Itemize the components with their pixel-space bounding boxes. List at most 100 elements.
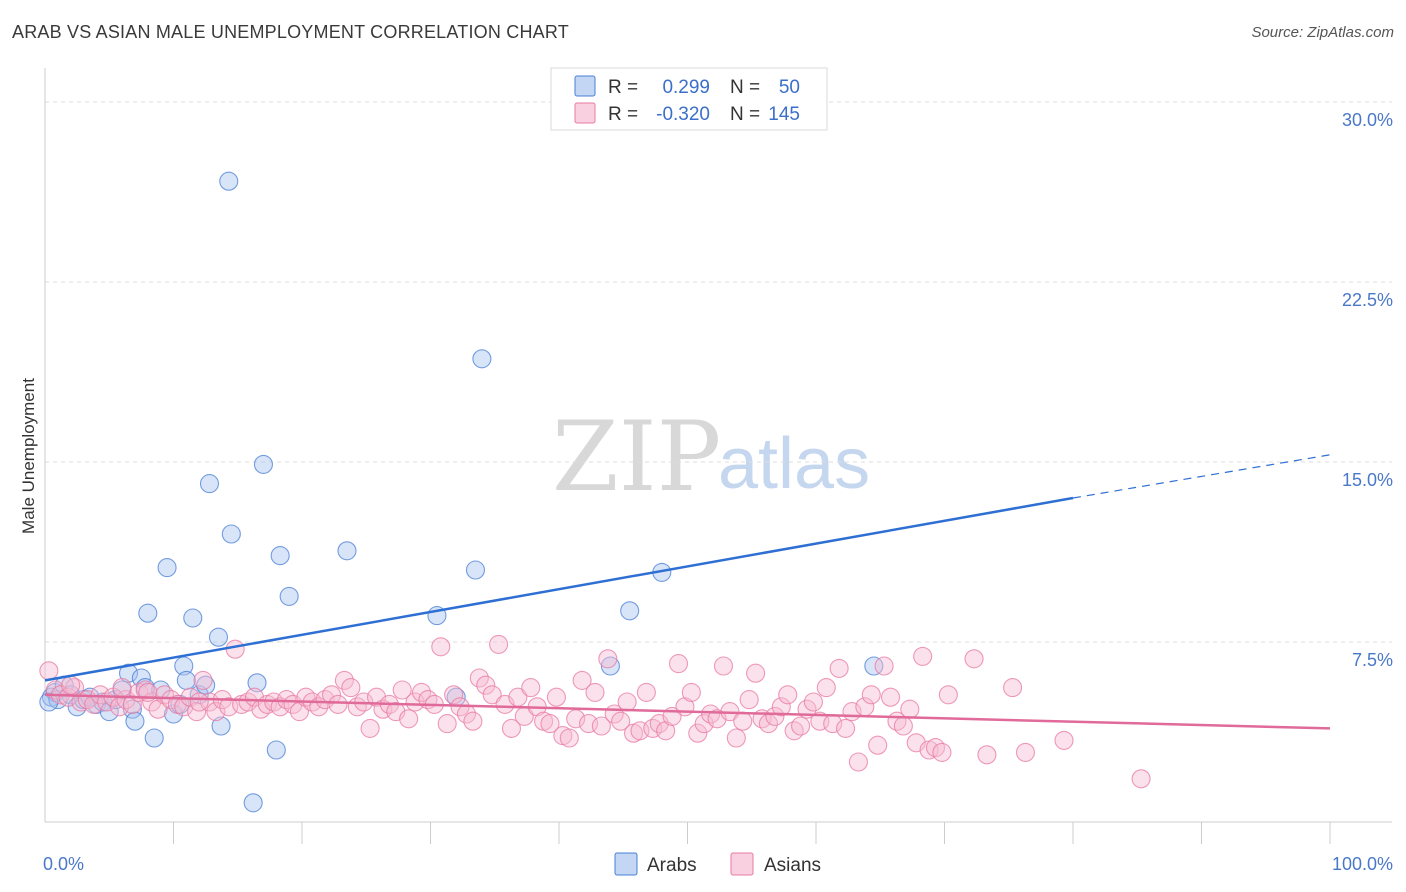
asian-point (726, 728, 746, 748)
asian-point (874, 656, 894, 676)
legend-r-value-asians: -0.320 (656, 104, 710, 125)
asian-point (880, 687, 901, 707)
arab-point (600, 656, 620, 676)
series-legend-swatch-asians (730, 852, 754, 876)
asian-point (791, 716, 811, 736)
asian-point (713, 656, 734, 676)
asian-point (463, 711, 483, 731)
series-asians-points (39, 634, 1151, 789)
gridlines (45, 101, 1392, 643)
trend-lines (44, 454, 1331, 730)
asian-point (411, 682, 432, 702)
asian-point (694, 714, 714, 734)
asian-point (900, 699, 920, 719)
series-legend-label-arabs: Arabs (647, 855, 697, 876)
asian-point (431, 637, 451, 657)
arab-point (337, 541, 357, 561)
legend-n-value-asians: 145 (768, 104, 800, 125)
asian-point (733, 711, 753, 731)
legend-n-label-arabs: N = (730, 77, 760, 98)
asian-point (392, 680, 412, 700)
arab-point (620, 601, 640, 621)
legend-r-label-arabs: R = (608, 77, 638, 98)
watermark-zip: ZIP (552, 401, 721, 513)
asian-point (122, 694, 142, 714)
asian-point (1003, 678, 1023, 698)
trend-line-asians (44, 693, 1331, 730)
asian-point (148, 699, 168, 719)
asian-point (1131, 769, 1151, 789)
axes (44, 68, 1392, 844)
y-tick-label: 30.0% (1342, 110, 1393, 130)
y-tick-label: 22.5% (1342, 290, 1393, 310)
arab-point (163, 704, 184, 724)
asian-point (225, 639, 245, 659)
asian-point (656, 721, 676, 741)
arab-point (208, 627, 229, 647)
asian-point (803, 692, 823, 712)
asian-point (61, 675, 81, 695)
correlation-legend: R = 0.299 N = 50 R = -0.320 N = 145 (550, 67, 828, 131)
arab-point (864, 656, 884, 676)
asian-point (193, 670, 213, 690)
y-tick-label: 15.0% (1342, 470, 1393, 490)
asian-point (591, 716, 611, 736)
series-legend-label-asians: Asians (764, 855, 821, 876)
legend-r-label-asians: R = (608, 104, 638, 125)
source-credit: Source: ZipAtlas.com (1251, 24, 1394, 41)
arab-point (266, 740, 286, 760)
asian-point (1054, 730, 1074, 750)
asian-point (829, 658, 849, 678)
asian-point (1015, 742, 1036, 762)
asian-point (913, 646, 933, 666)
arab-point (279, 586, 299, 606)
legend-box (550, 67, 828, 131)
y-tick-label: 7.5% (1352, 650, 1393, 670)
asian-point (469, 668, 489, 688)
arab-point (221, 524, 241, 544)
asian-point (585, 682, 605, 702)
asian-point (836, 718, 856, 738)
asian-point (765, 706, 785, 726)
arab-point (243, 793, 263, 813)
asian-point (617, 692, 637, 712)
asian-point (559, 728, 579, 748)
arab-point (118, 663, 139, 683)
asian-point (482, 685, 502, 705)
series-legend: Arabs Asians (614, 852, 821, 876)
arab-point (199, 474, 220, 494)
arab-point (270, 546, 290, 566)
asian-point (437, 714, 457, 734)
asian-point (540, 714, 560, 734)
chart-title: ARAB VS ASIAN MALE UNEMPLOYMENT CORRELAT… (12, 22, 569, 42)
arab-point (183, 608, 203, 628)
arab-point (39, 692, 59, 712)
asian-point (771, 697, 791, 717)
y-tick-labels: 7.5% 15.0% 22.5% 30.0% (1342, 110, 1393, 670)
x-tick-labels: 0.0% 100.0% (43, 854, 1393, 874)
arab-point (211, 716, 231, 736)
arab-point (131, 668, 151, 688)
asian-point (964, 649, 984, 669)
asian-point (135, 680, 155, 700)
watermark: ZIP atlas (552, 401, 870, 513)
asian-point (611, 711, 631, 731)
asian-point (476, 675, 496, 695)
asian-point (360, 718, 380, 738)
asian-point (546, 687, 566, 707)
y-axis-title: Male Unemployment (19, 378, 38, 534)
asian-point (334, 670, 354, 690)
trend-line-arabs-extension (1072, 454, 1331, 499)
asian-point (39, 661, 59, 681)
arab-point (125, 711, 145, 731)
arab-point (144, 728, 164, 748)
asian-point (341, 678, 361, 698)
asian-point (893, 716, 913, 736)
asian-point (938, 685, 958, 705)
asian-point (681, 682, 701, 702)
series-arabs-points (39, 171, 884, 813)
asian-point (932, 742, 952, 762)
asian-point (328, 694, 348, 714)
asian-point (112, 678, 132, 698)
